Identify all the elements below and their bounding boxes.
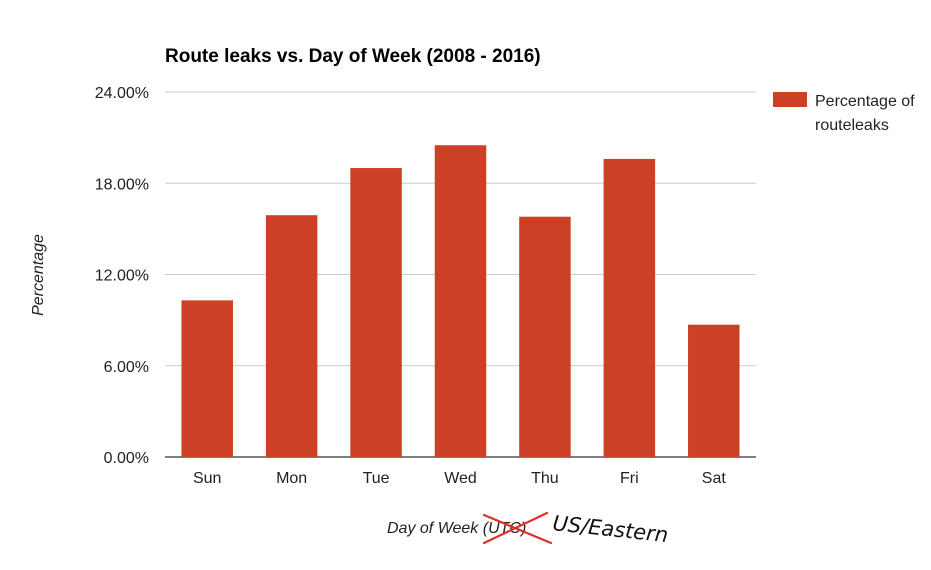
bar-sun (181, 300, 233, 457)
strike-through-mark (482, 511, 553, 545)
chart-title: Route leaks vs. Day of Week (2008 - 2016… (165, 46, 541, 67)
x-tick-label: Sat (702, 470, 727, 487)
bars (181, 145, 740, 457)
y-tick-label: 12.00% (95, 268, 149, 285)
x-axis-title-prefix: Day of Week ( (387, 520, 490, 537)
x-axis-tick-labels: Sun Mon Tue Wed Thu Fri Sat (193, 470, 726, 487)
y-tick-label: 18.00% (95, 176, 149, 193)
y-axis-tick-labels: 0.00% 6.00% 12.00% 18.00% 24.00% (95, 85, 149, 467)
bar-fri (603, 158, 656, 457)
x-tick-label: Fri (620, 470, 639, 487)
x-tick-label: Thu (531, 470, 559, 487)
x-axis-title-struck: UTC (488, 520, 521, 537)
x-tick-label: Sun (193, 470, 221, 487)
bar-mon (265, 215, 318, 457)
y-tick-label: 6.00% (104, 359, 149, 376)
handwritten-annotation: US/Eastern (551, 511, 669, 547)
legend: Percentage of routeleaks (773, 92, 915, 134)
legend-label-line-2: routeleaks (815, 117, 889, 134)
x-tick-label: Wed (444, 470, 477, 487)
legend-label-line-1: Percentage of (815, 93, 915, 110)
x-tick-label: Mon (276, 470, 307, 487)
x-axis-title-suffix: ) (519, 520, 526, 537)
bar-tue (350, 168, 402, 457)
bar-sat (688, 324, 740, 457)
strike-line-2 (482, 511, 549, 545)
y-tick-label: 0.00% (104, 450, 149, 467)
y-axis-title: Percentage (30, 234, 47, 316)
bar-wed (434, 145, 487, 457)
bar-thu (519, 216, 571, 457)
strike-line-1 (482, 513, 553, 545)
x-tick-label: Tue (363, 470, 390, 487)
x-axis-title: Day of Week (UTC) (387, 520, 526, 537)
legend-swatch (773, 92, 807, 107)
y-tick-label: 24.00% (95, 85, 149, 102)
